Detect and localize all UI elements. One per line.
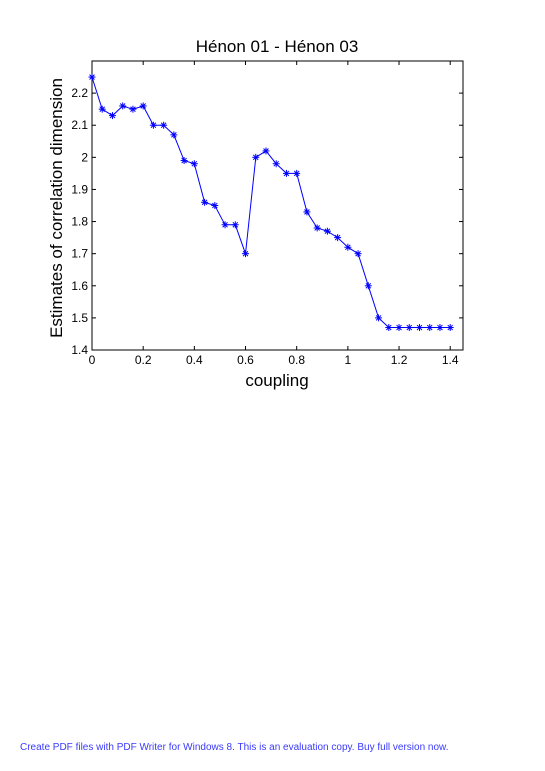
x-tick-label: 1.2 [391,353,408,367]
evaluation-footer-link[interactable]: Create PDF files with PDF Writer for Win… [20,742,449,753]
data-point [231,221,239,229]
data-point [262,147,270,155]
x-axis-label: coupling [245,371,308,390]
x-tick-label: 0.6 [237,353,254,367]
data-point [375,314,383,322]
data-point [201,198,209,206]
series-markers [88,73,454,332]
plot-area-frame [91,60,464,351]
x-axis-ticks: 0 0.2 0.4 0.6 0.8 1 1.2 1.4 [89,61,459,367]
data-point [395,324,403,332]
data-point [303,208,311,216]
data-point [119,102,127,110]
data-point [405,324,413,332]
data-point [190,160,198,168]
data-point [334,234,342,242]
data-point [160,121,168,129]
data-point [88,73,96,81]
y-tick-label: 1.7 [71,247,88,261]
data-point [221,221,229,229]
y-tick-label: 2.1 [71,118,88,132]
y-tick-label: 1.9 [71,182,88,196]
data-point [272,160,280,168]
x-tick-label: 0.2 [135,353,152,367]
data-point [323,227,331,235]
y-axis-label: Estimates of correlation dimension [47,78,66,338]
x-tick-label: 0 [89,353,96,367]
data-point [344,243,352,251]
data-point [139,102,147,110]
data-point [211,202,219,209]
correlation-dimension-chart: Hénon 01 - Hénon 03 0 0.2 0.4 0.6 0.8 1 1.2 1.4… [47,37,464,390]
data-point [416,324,424,332]
y-axis-ticks: 1.4 1.5 1.6 1.7 1.8 1.9 2 2.1 2.2 [71,86,463,357]
series-line [91,76,451,328]
y-tick-label: 2 [81,150,88,164]
data-point [293,169,301,177]
data-point [242,250,250,258]
x-tick-label: 1 [345,353,352,367]
data-point [426,324,434,332]
data-point [385,324,393,332]
y-tick-label: 1.6 [71,279,88,293]
data-point [446,324,454,332]
y-tick-label: 1.5 [71,311,88,325]
data-point [282,169,290,177]
data-point [180,157,188,165]
data-point [108,112,116,120]
data-point [354,250,362,258]
x-tick-label: 0.4 [186,353,203,367]
x-tick-label: 1.4 [442,353,459,367]
data-point [149,121,157,129]
data-point [170,131,178,139]
y-tick-label: 1.4 [71,343,88,357]
data-point [129,105,137,113]
data-point [364,282,372,290]
data-point [98,105,106,113]
y-tick-label: 2.2 [71,86,88,100]
chart-title: Hénon 01 - Hénon 03 [196,37,359,56]
data-point [313,224,321,232]
x-tick-label: 0.8 [288,353,305,367]
data-point [252,153,260,161]
y-tick-label: 1.8 [71,215,88,229]
data-point [436,324,444,332]
